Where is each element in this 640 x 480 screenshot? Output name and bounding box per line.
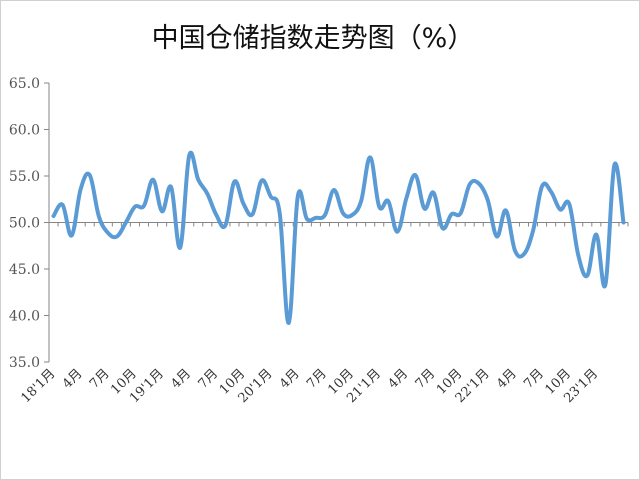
y-tick-label: 50.0 [9, 216, 40, 232]
y-tick-label: 55.0 [9, 169, 40, 185]
y-tick-label: 40.0 [9, 309, 40, 325]
y-axis: 65.0 60.0 55.0 50.0 45.0 40.0 35.0 [9, 76, 50, 371]
x-tick-label: 4月 [386, 366, 412, 392]
y-tick-label: 65.0 [9, 76, 40, 92]
y-tick-label: 60.0 [9, 123, 40, 139]
y-tick-label: 35.0 [9, 355, 40, 371]
x-tick-label: 4月 [60, 366, 86, 392]
x-tick-label: 18'1月 [18, 366, 58, 406]
series-line [51, 150, 626, 325]
x-tick-label: 4月 [168, 366, 194, 392]
x-tick-label: 4月 [494, 366, 520, 392]
series-group [51, 150, 626, 325]
y-tick-label: 45.0 [9, 262, 40, 278]
chart-title: 中国仓储指数走势图（%） [152, 23, 475, 54]
x-tick-label: 4月 [277, 366, 303, 392]
